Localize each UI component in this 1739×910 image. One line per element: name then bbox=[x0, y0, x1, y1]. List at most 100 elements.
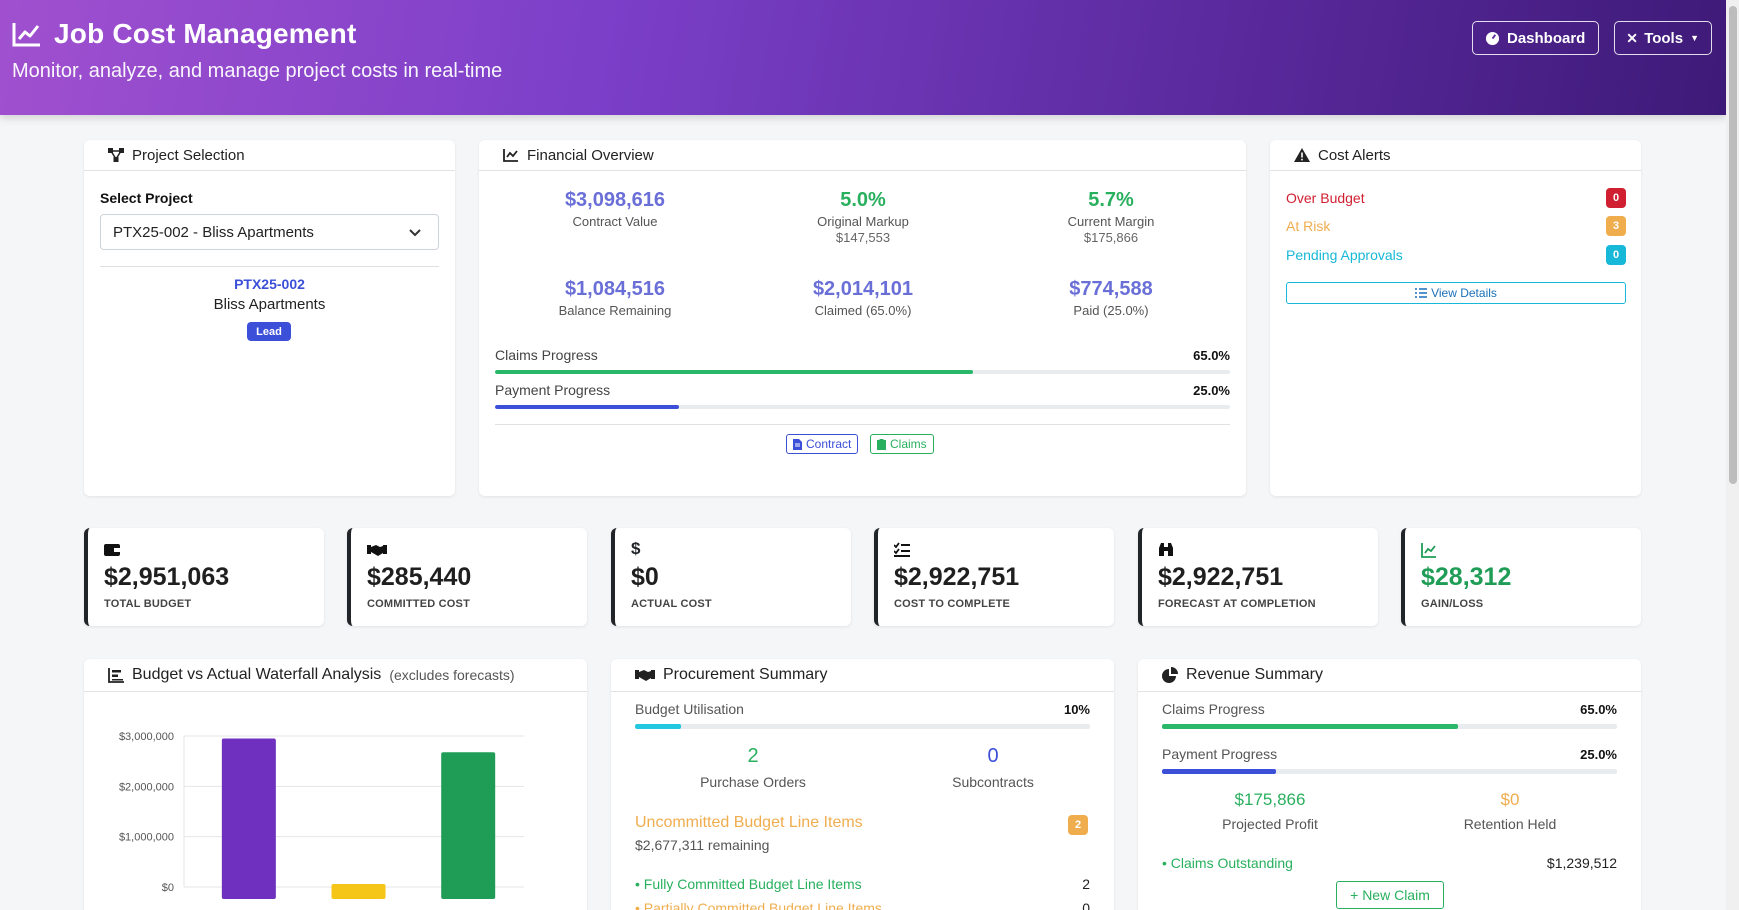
waterfall-title: Budget vs Actual Waterfall Analysis bbox=[132, 666, 382, 683]
committed-cost-value: $285,440 bbox=[367, 563, 472, 591]
dashboard-button[interactable]: Dashboard bbox=[1472, 21, 1599, 55]
budget-utilisation-label: Budget Utilisation bbox=[635, 701, 744, 717]
at-risk-label: At Risk bbox=[1286, 218, 1331, 234]
y-tick-label: $3,000,000 bbox=[119, 731, 174, 743]
new-claim-button[interactable]: + New Claim bbox=[1336, 881, 1444, 909]
revenue-claims-progress-pct: 65.0% bbox=[1580, 702, 1617, 717]
budget-utilisation-pct: 10% bbox=[1063, 702, 1090, 717]
file-icon bbox=[793, 438, 802, 450]
project-selection-header: Project Selection bbox=[84, 140, 455, 171]
claims-progress-fill bbox=[495, 370, 973, 374]
kpi-total-budget: $2,951,063 TOTAL BUDGET bbox=[84, 528, 324, 626]
over-budget-alert[interactable]: Over Budget 0 bbox=[1286, 188, 1626, 208]
page-header: Job Cost Management Monitor, analyze, an… bbox=[0, 0, 1726, 115]
actual-cost-value: $0 bbox=[631, 563, 659, 591]
contract-button[interactable]: Contract bbox=[786, 434, 859, 454]
subcontracts-stat[interactable]: 0 Subcontracts bbox=[873, 745, 1113, 790]
pending-approvals-label: Pending Approvals bbox=[1286, 247, 1403, 263]
gain-loss-label: GAIN/LOSS bbox=[1421, 598, 1484, 610]
waterfall-bar[interactable] bbox=[331, 884, 386, 899]
list-icon bbox=[1415, 288, 1428, 298]
tools-icon bbox=[1627, 33, 1637, 43]
caret-down-icon: ▼ bbox=[1690, 33, 1699, 43]
revenue-claims-progress-fill bbox=[1162, 724, 1458, 729]
page-subtitle: Monitor, analyze, and manage project cos… bbox=[12, 60, 503, 82]
purchase-orders-label: Purchase Orders bbox=[700, 774, 806, 790]
fully-committed-label[interactable]: • Fully Committed Budget Line Items bbox=[635, 876, 862, 892]
claims-outstanding-label[interactable]: • Claims Outstanding bbox=[1162, 855, 1293, 871]
cost-alerts-title: Cost Alerts bbox=[1318, 146, 1391, 164]
partially-committed-count: 0 bbox=[1082, 900, 1090, 910]
partially-committed-label[interactable]: • Partially Committed Budget Line Items bbox=[635, 900, 882, 910]
binoculars-icon bbox=[1159, 543, 1173, 556]
uncommitted-count: 2 bbox=[1068, 815, 1088, 835]
select-project-label: Select Project bbox=[100, 190, 193, 206]
fully-committed-count: 2 bbox=[1082, 876, 1090, 892]
gauge-icon bbox=[1485, 31, 1500, 45]
balance-remaining-label: Balance Remaining bbox=[558, 303, 672, 318]
payment-progress-pct: 25.0% bbox=[1193, 383, 1230, 398]
subcontracts-label: Subcontracts bbox=[952, 774, 1034, 790]
current-margin-value: 5.7% bbox=[1088, 189, 1134, 211]
chart-line-icon bbox=[12, 23, 40, 47]
payment-progress-fill bbox=[495, 405, 679, 409]
waterfall-bar[interactable] bbox=[441, 752, 496, 899]
revenue-title: Revenue Summary bbox=[1186, 666, 1323, 683]
bar-chart-icon bbox=[108, 667, 124, 683]
claimed-metric: $2,014,101 Claimed (65.0%) bbox=[739, 278, 987, 318]
project-selection-title: Project Selection bbox=[132, 146, 245, 164]
revenue-payment-progress-label: Payment Progress bbox=[1162, 746, 1278, 762]
contract-value: $3,098,616 bbox=[564, 189, 666, 211]
project-code[interactable]: PTX25-002 bbox=[234, 276, 305, 292]
total-budget-label: TOTAL BUDGET bbox=[104, 598, 192, 610]
procurement-header: Procurement Summary bbox=[611, 659, 1114, 692]
retention-value: $0 bbox=[1500, 790, 1520, 809]
original-markup-metric: 5.0% Original Markup $147,553 bbox=[739, 189, 987, 245]
page-title: Job Cost Management bbox=[12, 18, 357, 50]
over-budget-count: 0 bbox=[1606, 188, 1626, 208]
paid-value: $774,588 bbox=[1069, 278, 1153, 300]
pending-approvals-count: 0 bbox=[1606, 245, 1626, 265]
checklist-icon bbox=[894, 542, 910, 557]
payment-progress-label: Payment Progress bbox=[495, 382, 611, 398]
over-budget-label: Over Budget bbox=[1286, 190, 1365, 206]
waterfall-chart: $3,000,000 $2,000,000 $1,000,000 $0 bbox=[119, 731, 524, 899]
revenue-payment-progress-bar bbox=[1162, 769, 1617, 774]
divider bbox=[100, 266, 439, 267]
purchase-orders-stat[interactable]: 2 Purchase Orders bbox=[633, 745, 873, 790]
purchase-orders-count: 2 bbox=[747, 745, 759, 767]
revenue-header: Revenue Summary bbox=[1138, 659, 1641, 692]
projected-profit-value: $175,866 bbox=[1234, 790, 1306, 809]
waterfall-bar[interactable] bbox=[221, 738, 276, 899]
scrollbar-thumb[interactable] bbox=[1729, 6, 1737, 484]
current-margin-amount: $175,866 bbox=[1083, 230, 1139, 245]
balance-remaining-metric: $1,084,516 Balance Remaining bbox=[491, 278, 739, 318]
kpi-cost-to-complete: $2,922,751 COST TO COMPLETE bbox=[874, 528, 1114, 626]
retention-label: Retention Held bbox=[1463, 816, 1557, 832]
project-select[interactable]: PTX25-002 - Bliss Apartments bbox=[100, 214, 439, 250]
actual-cost-label: ACTUAL COST bbox=[631, 598, 712, 610]
pending-approvals-alert[interactable]: Pending Approvals 0 bbox=[1286, 245, 1626, 265]
view-details-label: View Details bbox=[1431, 286, 1497, 300]
financial-overview-header: Financial Overview bbox=[479, 140, 1246, 171]
paid-label: Paid (25.0%) bbox=[1073, 303, 1149, 318]
dashboard-button-label: Dashboard bbox=[1507, 29, 1586, 47]
view-details-button[interactable]: View Details bbox=[1286, 282, 1626, 304]
at-risk-count: 3 bbox=[1606, 216, 1626, 236]
original-markup-amount: $147,553 bbox=[835, 230, 891, 245]
tools-dropdown-button[interactable]: Tools ▼ bbox=[1614, 21, 1712, 55]
project-select-value: PTX25-002 - Bliss Apartments bbox=[113, 223, 314, 241]
project-name: Bliss Apartments bbox=[213, 296, 326, 313]
contract-value-metric: $3,098,616 Contract Value bbox=[491, 189, 739, 229]
projected-profit-stat: $175,866 Projected Profit bbox=[1150, 790, 1390, 832]
waterfall-note: (excludes forecasts) bbox=[389, 667, 515, 683]
at-risk-alert[interactable]: At Risk 3 bbox=[1286, 216, 1626, 236]
current-margin-label: Current Margin bbox=[1067, 214, 1155, 229]
revenue-payment-progress-pct: 25.0% bbox=[1580, 747, 1617, 762]
kpi-gain-loss: $28,312 GAIN/LOSS bbox=[1401, 528, 1641, 626]
handshake-icon bbox=[367, 545, 387, 556]
claims-button[interactable]: Claims bbox=[870, 434, 934, 454]
projected-profit-label: Projected Profit bbox=[1222, 816, 1318, 832]
uncommitted-label[interactable]: Uncommitted Budget Line Items bbox=[635, 814, 863, 831]
procurement-title: Procurement Summary bbox=[663, 666, 828, 683]
